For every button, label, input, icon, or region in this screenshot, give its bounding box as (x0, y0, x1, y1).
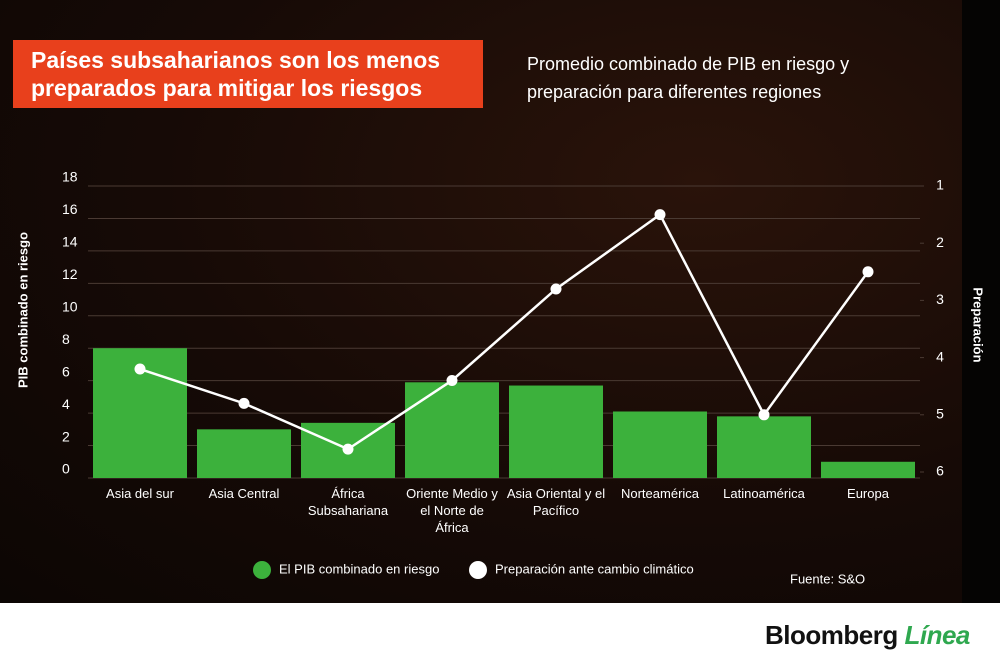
x-tick-label: Latinoamérica (723, 486, 805, 501)
x-tick-label: Asia Oriental y el Pacífico (506, 486, 606, 518)
y2-tick-label: 4 (936, 348, 944, 364)
y-tick-label: 10 (62, 298, 78, 314)
y-tick-label: 8 (62, 331, 70, 347)
chart-title: Países subsaharianos son los menos prepa… (13, 40, 483, 108)
y-tick-label: 2 (62, 428, 70, 444)
line-point (862, 266, 874, 278)
bar (821, 461, 915, 478)
x-tick-label: Asia Central (208, 486, 280, 501)
y2-tick-label: 5 (936, 406, 944, 422)
brand-accent: Línea (904, 620, 970, 650)
y2-tick-label: 6 (936, 463, 944, 479)
x-tick-label: Oriente Medio y el Norte de África (406, 486, 498, 535)
line-point (758, 409, 770, 421)
legend-label: Preparación ante cambio climático (495, 561, 694, 576)
y-tick-label: 4 (62, 396, 70, 412)
bar (613, 411, 707, 478)
x-tick-label: África Subsahariana (307, 486, 389, 518)
bar (509, 385, 603, 478)
chart-subtitle: Promedio combinado de PIB en riesgo y pr… (527, 54, 850, 102)
x-tick-label: Asia del sur (106, 486, 174, 501)
y-tick-label: 0 (62, 461, 70, 477)
side-strip (962, 0, 1000, 603)
line (139, 212, 870, 451)
x-tick-label: Norteamérica (620, 486, 700, 501)
y-tick-label: 18 (62, 169, 78, 185)
y-tick-label: 14 (62, 234, 78, 250)
brand-logo: Bloomberg Línea (765, 620, 970, 651)
y2-axis-title: Preparación (971, 287, 986, 362)
y2-tick-label: 3 (936, 291, 944, 307)
y2-tick-label: 2 (936, 234, 944, 250)
line-point (342, 443, 354, 455)
y-tick-label: 6 (62, 363, 70, 379)
line-point (134, 363, 146, 375)
y-tick-label: 16 (62, 201, 78, 217)
line-point (550, 283, 562, 295)
bar (405, 382, 499, 478)
line-point (654, 209, 666, 221)
legend-label: El PIB combinado en riesgo (279, 561, 439, 576)
line-point (446, 374, 458, 386)
bar (717, 416, 811, 478)
brand: Bloomberg (765, 620, 898, 650)
y-tick-label: 12 (62, 266, 78, 282)
y2-tick-label: 1 (936, 177, 944, 193)
y-axis-title: PIB combinado en riesgo (15, 232, 30, 388)
line-point (238, 397, 250, 409)
x-tick-label: Europa (847, 486, 889, 501)
legend-marker (253, 561, 271, 579)
bar (197, 429, 291, 478)
source: Fuente: S&O (790, 571, 865, 586)
legend-marker (469, 561, 487, 579)
